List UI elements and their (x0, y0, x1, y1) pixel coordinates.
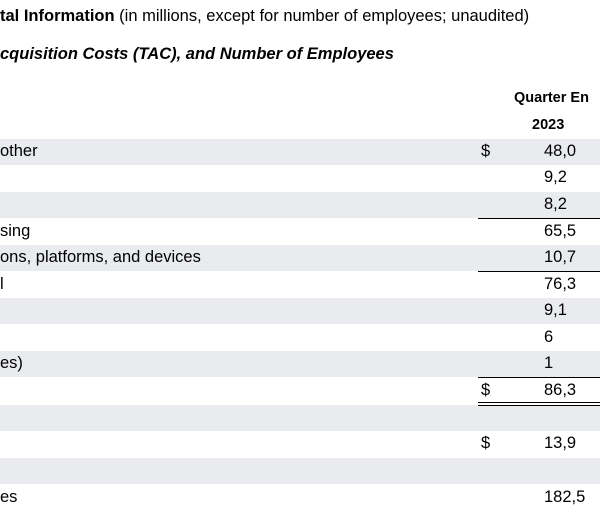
table-row: $ 86,3 (0, 378, 600, 404)
row-value: 65,5 (544, 222, 577, 240)
table-row: 9,2 (0, 165, 600, 191)
row-label: es) (0, 354, 23, 372)
table-row: sing 65,5 (0, 219, 600, 245)
table-row: 9,1 (0, 298, 600, 324)
table-row (0, 405, 600, 431)
row-value: 6 (544, 328, 554, 346)
total-double-rule (478, 402, 600, 403)
table-row: es 182,5 (0, 485, 600, 511)
row-label: sing (0, 222, 31, 240)
row-value: 9,2 (544, 168, 567, 186)
table-row: l 76,3 (0, 272, 600, 298)
subtotal-rule (478, 218, 600, 219)
table-row: 6 (0, 325, 600, 351)
table-row: 8,2 (0, 192, 600, 218)
column-header-year: 2023 (532, 117, 565, 133)
row-value: 48,0 (544, 142, 577, 160)
section-subheading: cquisition Costs (TAC), and Number of Em… (0, 45, 394, 63)
row-value: 8,2 (544, 195, 567, 213)
subtotal-rule (478, 271, 600, 272)
total-double-rule (478, 405, 600, 406)
table-row: ons, platforms, and devices 10,7 (0, 245, 600, 271)
currency-symbol: $ (481, 142, 491, 160)
row-value: 10,7 (544, 248, 577, 266)
row-label: l (0, 275, 4, 293)
row-value: 76,3 (544, 275, 577, 293)
row-value: 1 (544, 354, 554, 372)
currency-symbol: $ (481, 434, 491, 452)
row-label: other (0, 142, 38, 160)
row-label: ons, platforms, and devices (0, 248, 201, 266)
currency-symbol: $ (481, 381, 491, 399)
table-row: es) 1 (0, 351, 600, 377)
section-heading-note: (in millions, except for number of emplo… (114, 7, 530, 25)
table-row: other $ 48,0 (0, 139, 600, 165)
row-value: 9,1 (544, 301, 567, 319)
section-heading-bold: tal Information (0, 7, 115, 25)
section-heading: tal Information (in millions, except for… (0, 7, 529, 26)
row-value: 182,5 (544, 488, 586, 506)
row-label: es (0, 488, 18, 506)
subtotal-rule (478, 377, 600, 378)
table-row: $ 13,9 (0, 431, 600, 457)
row-value: 13,9 (544, 434, 577, 452)
row-value: 86,3 (544, 381, 577, 399)
table-row (0, 458, 600, 484)
column-header-quarter: Quarter En (514, 90, 589, 106)
